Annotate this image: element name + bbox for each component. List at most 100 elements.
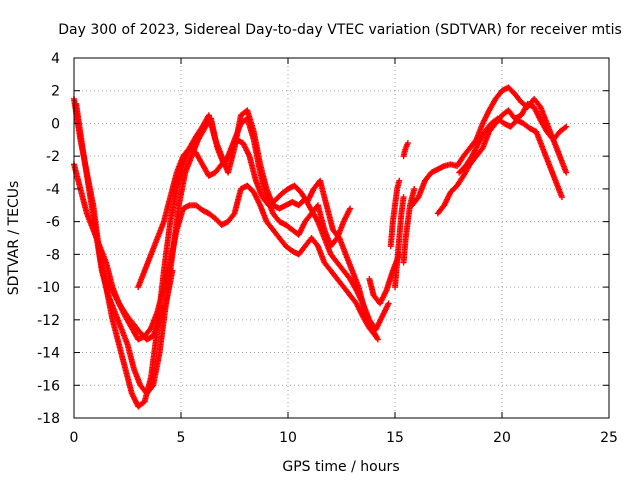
data-point bbox=[272, 191, 284, 204]
data-point bbox=[563, 123, 570, 130]
data-point bbox=[143, 383, 156, 397]
data-point bbox=[167, 171, 180, 201]
data-point bbox=[207, 115, 221, 150]
data-point bbox=[143, 333, 155, 343]
x-axis-title: GPS time / hours bbox=[282, 459, 399, 475]
data-point bbox=[98, 267, 111, 297]
chart-title: Day 300 of 2023, Sidereal Day-to-day VTE… bbox=[58, 22, 622, 38]
data-point bbox=[278, 186, 290, 197]
data-point bbox=[479, 108, 492, 127]
data-point bbox=[372, 333, 379, 340]
data-point bbox=[404, 203, 413, 225]
data-point bbox=[552, 177, 565, 199]
data-point bbox=[550, 136, 563, 158]
x-tick-label: 25 bbox=[600, 430, 618, 446]
y-tick-label: -4 bbox=[46, 182, 60, 198]
y-tick-label: -12 bbox=[37, 313, 60, 329]
data-point bbox=[353, 300, 366, 319]
plot-frame bbox=[73, 57, 610, 419]
data-point bbox=[71, 161, 84, 191]
data-point bbox=[231, 187, 244, 217]
data-point bbox=[531, 104, 543, 122]
data-point bbox=[558, 194, 565, 201]
data-point bbox=[374, 336, 381, 343]
data-point bbox=[141, 252, 154, 274]
data-point bbox=[400, 236, 409, 266]
data-point bbox=[90, 226, 103, 248]
data-point bbox=[73, 100, 86, 150]
data-point bbox=[130, 365, 143, 387]
y-tick-label: -18 bbox=[37, 411, 60, 427]
data-point bbox=[392, 187, 400, 209]
y-tick-label: -2 bbox=[46, 149, 60, 165]
data-point bbox=[124, 313, 136, 327]
data-point bbox=[135, 269, 148, 291]
data-point bbox=[400, 194, 407, 201]
data-point bbox=[109, 316, 122, 346]
data-point bbox=[276, 235, 288, 248]
data-point bbox=[77, 185, 90, 215]
y-tick-label: -16 bbox=[37, 378, 60, 394]
y-tick-label: -8 bbox=[46, 247, 60, 263]
data-point bbox=[244, 182, 256, 195]
y-tick-label: 2 bbox=[51, 84, 60, 100]
x-tick-label: 5 bbox=[177, 430, 186, 446]
x-tick-label: 20 bbox=[493, 430, 511, 446]
y-tick-label: -6 bbox=[46, 215, 60, 231]
data-point bbox=[321, 226, 334, 248]
data-point bbox=[160, 220, 174, 274]
data-point bbox=[340, 207, 353, 225]
data-point bbox=[434, 203, 447, 217]
y-tick-label: -10 bbox=[37, 280, 60, 296]
x-tick-label: 10 bbox=[279, 430, 297, 446]
data-point bbox=[539, 145, 552, 166]
data-point bbox=[160, 261, 173, 291]
x-tick-labels: 0 5 10 15 20 25 bbox=[70, 430, 618, 446]
data-point bbox=[511, 91, 524, 104]
data-point bbox=[556, 153, 569, 175]
data-point bbox=[308, 235, 320, 248]
data-point bbox=[252, 177, 265, 199]
data-point bbox=[118, 303, 130, 319]
data-point bbox=[212, 162, 224, 176]
data-point bbox=[396, 177, 403, 184]
data-point bbox=[111, 292, 124, 309]
data-point bbox=[402, 220, 411, 241]
data-point bbox=[263, 218, 275, 232]
data-point bbox=[556, 124, 568, 135]
data-point bbox=[334, 220, 347, 241]
data-point bbox=[128, 325, 141, 342]
data-point bbox=[169, 267, 176, 274]
data-point bbox=[314, 202, 327, 232]
data-point bbox=[163, 269, 176, 307]
data-point bbox=[148, 310, 160, 331]
data-point bbox=[533, 128, 546, 150]
data-point bbox=[387, 220, 396, 250]
data-point bbox=[340, 267, 352, 281]
data-point bbox=[415, 179, 428, 201]
data-point bbox=[421, 170, 434, 184]
data-point bbox=[469, 141, 481, 160]
y-tick-labels: 4 2 0 -2 -4 -6 -8 -10 -12 -14 -16 -18 bbox=[37, 51, 60, 427]
data-point bbox=[150, 318, 163, 340]
data-point bbox=[456, 164, 468, 176]
data-point bbox=[118, 325, 130, 346]
data-point bbox=[96, 243, 109, 265]
x-tick-label: 0 bbox=[70, 430, 79, 446]
data-point bbox=[411, 185, 418, 192]
data-point bbox=[246, 153, 259, 183]
data-point bbox=[441, 190, 453, 209]
data-point bbox=[379, 301, 391, 320]
data-point bbox=[396, 212, 405, 241]
data-point bbox=[321, 259, 333, 273]
data-point bbox=[454, 154, 466, 169]
data-point bbox=[218, 219, 230, 228]
data-point bbox=[201, 116, 214, 132]
data-point bbox=[167, 187, 180, 225]
data-point bbox=[173, 154, 186, 176]
data-point bbox=[389, 203, 398, 225]
data-point bbox=[263, 194, 276, 215]
data-point bbox=[334, 275, 346, 289]
data-point bbox=[366, 275, 377, 297]
